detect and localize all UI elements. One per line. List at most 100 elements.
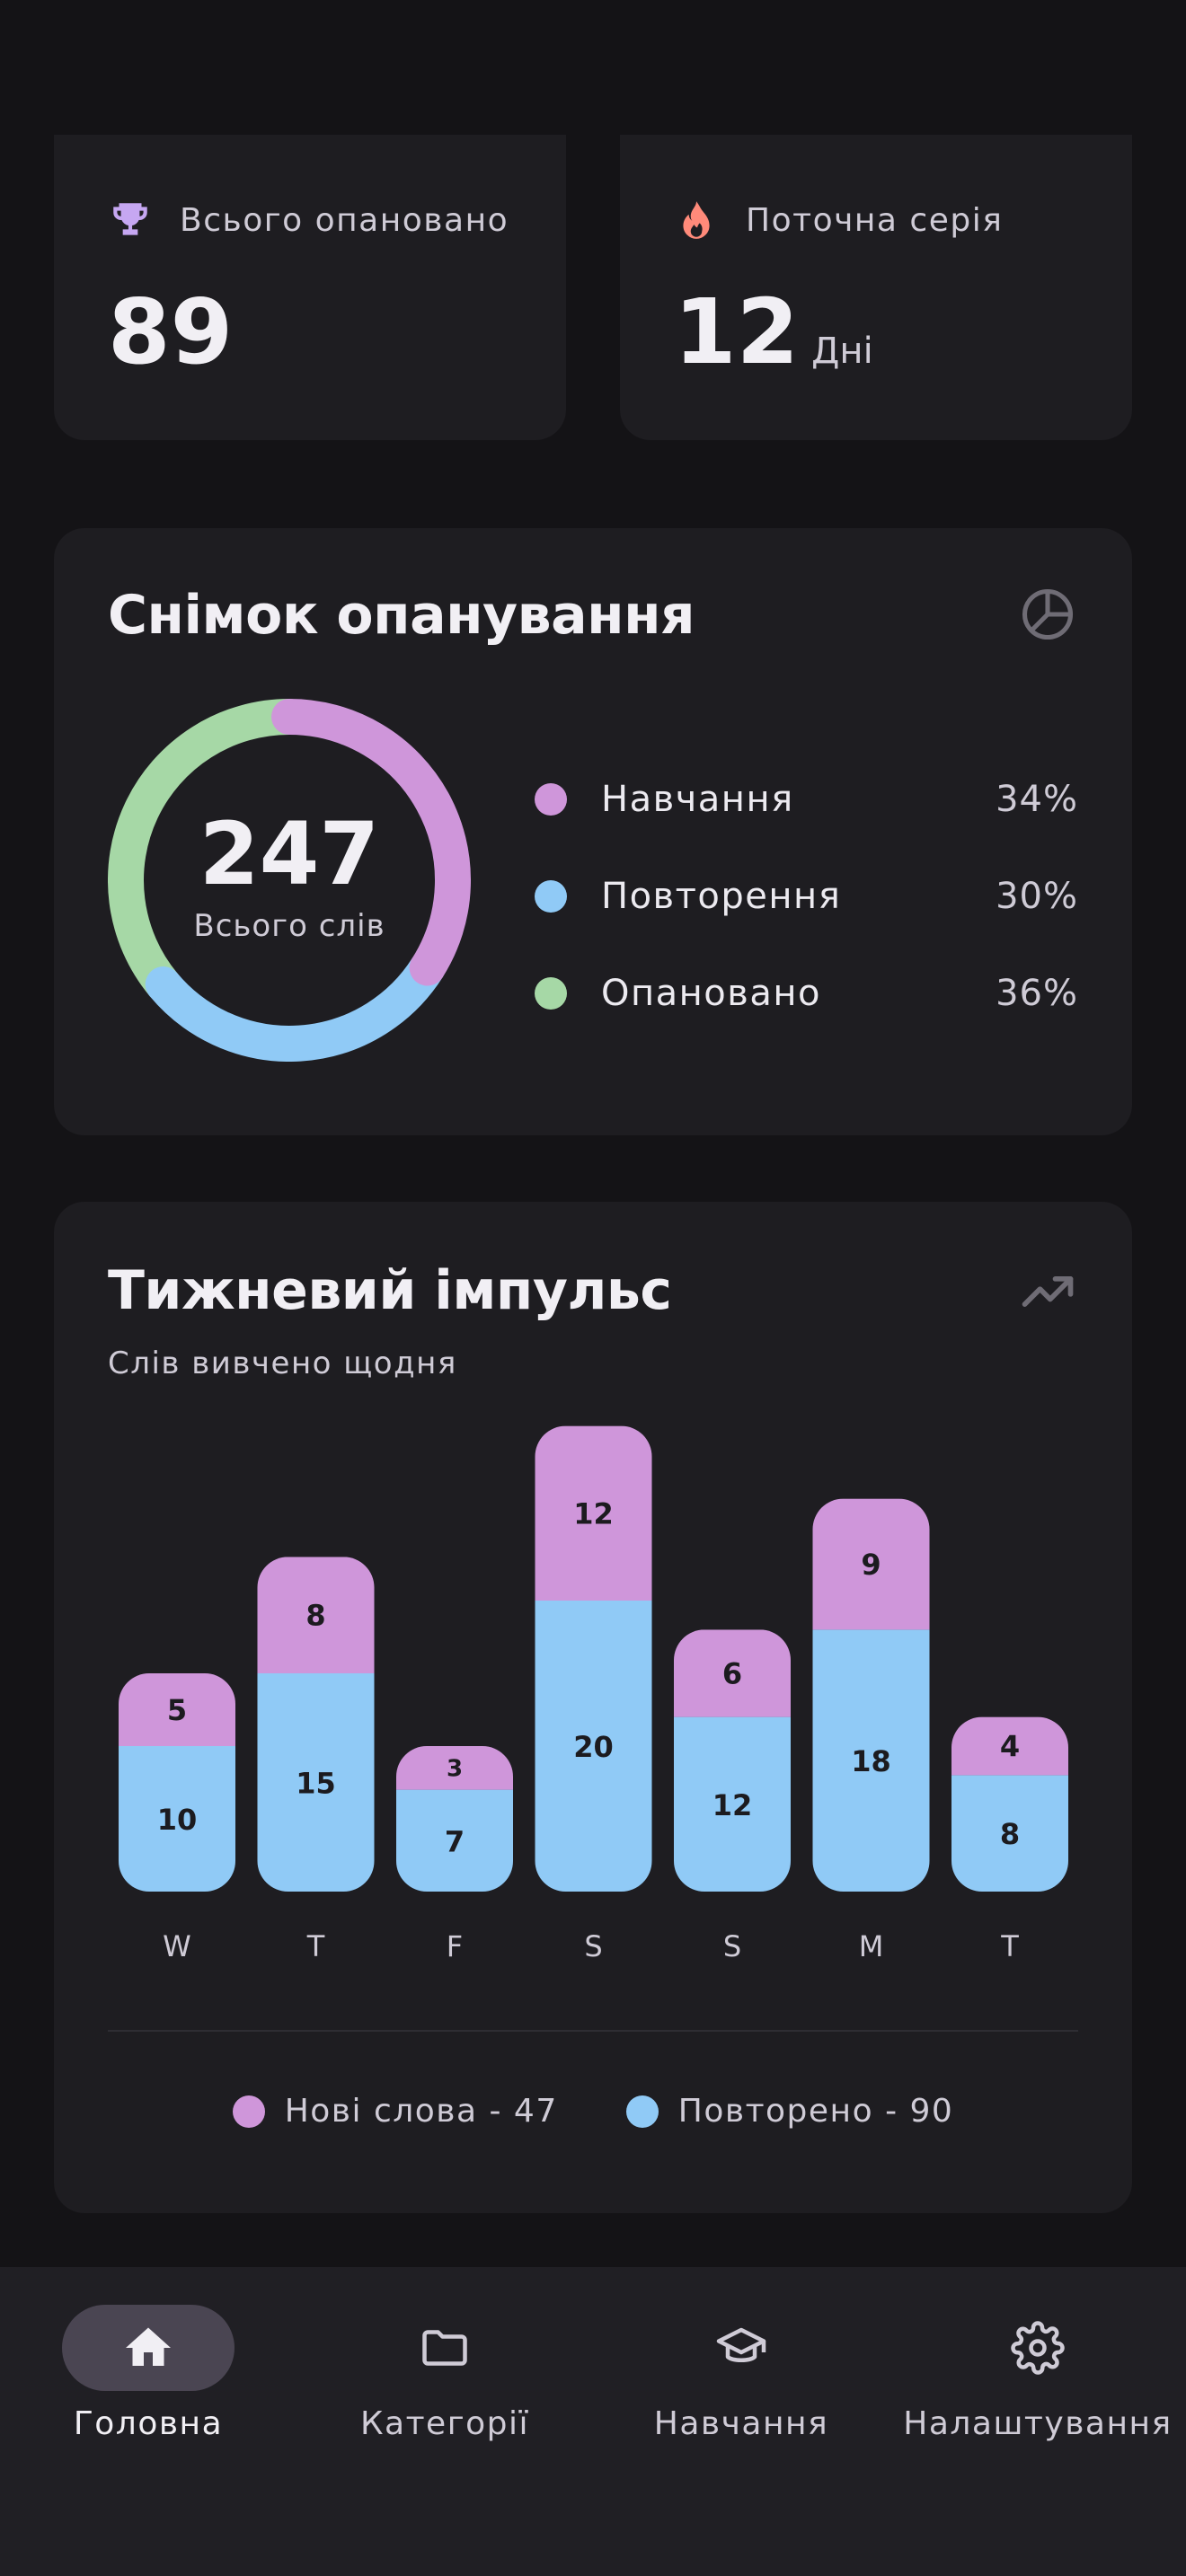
bar-label-new-words-6: 4 xyxy=(1000,1730,1020,1764)
bar-new-words-2 xyxy=(396,1746,513,1790)
legend-pct-learning: 34% xyxy=(996,779,1078,820)
nav-home-indicator[interactable] xyxy=(62,2305,235,2391)
nav-learning-indicator[interactable] xyxy=(655,2305,828,2391)
bar-stack-2: 37 xyxy=(396,1746,513,1892)
x-tick-label-0: W xyxy=(163,1929,191,1963)
bar-label-reviewed-0: 10 xyxy=(157,1803,198,1837)
legend-label-new-words: Нові слова - 47 xyxy=(284,2093,558,2130)
x-tick-label-6: T xyxy=(1000,1929,1019,1963)
mastery-title: Снімок опанування xyxy=(108,584,695,647)
x-tick-label-5: M xyxy=(859,1929,884,1963)
bar-label-new-words-3: 12 xyxy=(573,1496,614,1531)
weekly-momentum-card: 5 10 W 8 15 T 3 7 F 12 20 S 6 12 S 9 18 M 4 8 T Тижневий імп… xyxy=(54,1202,1132,2213)
bar-reviewed-5 xyxy=(812,1629,930,1892)
total-mastered-value: 89 xyxy=(108,279,234,384)
bar-reviewed-6 xyxy=(951,1775,1068,1892)
donut-segment-1 xyxy=(145,949,446,1062)
bar-new-words-4 xyxy=(674,1629,791,1717)
current-streak-card[interactable]: Поточна серія 12 Дні xyxy=(620,135,1132,440)
bar-reviewed-2 xyxy=(396,1789,513,1892)
x-tick-label-3: S xyxy=(584,1929,602,1963)
mastery-donut-chart xyxy=(108,699,471,1062)
bar-new-words-0 xyxy=(119,1673,235,1746)
donut-segment-2 xyxy=(108,699,307,1003)
legend-item-learning: Навчання 34% xyxy=(535,751,1078,848)
weekly-legend: Нові слова - 47 Повторено - 90 xyxy=(54,2093,1132,2130)
nav-item-settings[interactable]: Налаштування xyxy=(890,2305,1186,2442)
legend-dot-new-words xyxy=(232,2095,265,2128)
bar-label-reviewed-6: 8 xyxy=(1000,1817,1020,1851)
current-streak-header: Поточна серія xyxy=(674,198,1003,243)
current-streak-label: Поточна серія xyxy=(746,201,1004,239)
trending-up-icon[interactable] xyxy=(1017,1261,1078,1322)
bar-label-reviewed-5: 18 xyxy=(851,1744,891,1778)
bottom-navigation: Головна Категорії Навчання xyxy=(0,2267,1186,2576)
nav-categories-indicator[interactable] xyxy=(358,2305,531,2391)
legend-dot-mastered xyxy=(535,977,567,1010)
weekly-title: Тижневий імпульс xyxy=(108,1259,672,1322)
nav-item-learning[interactable]: Навчання xyxy=(593,2305,890,2442)
legend-dot-learning xyxy=(535,783,567,816)
bar-reviewed-4 xyxy=(674,1716,791,1892)
legend-dot-review xyxy=(535,880,567,913)
bar-label-new-words-0: 5 xyxy=(167,1693,187,1727)
bar-label-reviewed-1: 15 xyxy=(296,1767,336,1801)
bar-stack-3: 12 20 xyxy=(535,1425,652,1892)
nav-label-settings[interactable]: Налаштування xyxy=(903,2405,1173,2442)
trophy-icon xyxy=(113,203,147,235)
donut-center: 247 Всього слів xyxy=(108,699,471,1062)
bar-new-words-6 xyxy=(951,1716,1068,1776)
nav-item-categories[interactable]: Категорії xyxy=(296,2305,593,2442)
legend-item-reviewed: Повторено - 90 xyxy=(625,2093,954,2130)
bar-stack-1: 8 15 xyxy=(257,1557,375,1892)
graduation-cap-icon xyxy=(716,2327,766,2362)
bar-new-words-1 xyxy=(257,1557,375,1673)
donut-total-label: Всього слів xyxy=(193,908,385,944)
legend-pct-mastered: 36% xyxy=(996,973,1078,1014)
donut-segment-0 xyxy=(271,699,471,986)
bar-label-reviewed-2: 7 xyxy=(445,1824,465,1858)
total-mastered-header: Всього опановано xyxy=(108,198,509,243)
nav-label-learning[interactable]: Навчання xyxy=(653,2405,829,2442)
x-tick-label-2: F xyxy=(447,1929,463,1963)
bar-label-new-words-4: 6 xyxy=(722,1657,742,1691)
legend-pct-review: 30% xyxy=(996,876,1078,917)
bar-stack-4: 6 12 xyxy=(674,1629,791,1892)
folder-icon xyxy=(422,2330,467,2366)
mastery-legend: Навчання 34% Повторення 30% Опановано 36… xyxy=(535,751,1078,1042)
legend-item-review: Повторення 30% xyxy=(535,848,1078,945)
total-mastered-card[interactable]: Всього опановано 89 xyxy=(54,135,566,440)
nav-label-categories[interactable]: Категорії xyxy=(359,2405,530,2442)
bar-label-new-words-1: 8 xyxy=(305,1599,325,1633)
bar-stack-0: 5 10 xyxy=(119,1673,235,1892)
pie-chart-icon[interactable] xyxy=(1017,584,1078,645)
bar-label-reviewed-4: 12 xyxy=(712,1788,753,1822)
legend-label-learning: Навчання xyxy=(601,779,794,820)
bar-new-words-5 xyxy=(812,1498,930,1630)
legend-dot-reviewed xyxy=(625,2095,659,2128)
bar-reviewed-3 xyxy=(535,1601,652,1892)
x-tick-label-1: T xyxy=(306,1929,325,1963)
legend-item-mastered: Опановано 36% xyxy=(535,945,1078,1042)
nav-item-home[interactable]: Головна xyxy=(0,2305,296,2442)
bar-stack-6: 48 xyxy=(951,1716,1068,1892)
bar-label-new-words-2: 3 xyxy=(447,1756,463,1783)
chart-divider xyxy=(108,2030,1078,2032)
current-streak-value: 12 xyxy=(674,279,800,384)
legend-label-review: Повторення xyxy=(601,876,842,917)
bar-stack-5: 9 18 xyxy=(812,1498,930,1892)
home-icon xyxy=(126,2327,171,2366)
nav-label-home[interactable]: Головна xyxy=(73,2405,224,2442)
bar-reviewed-0 xyxy=(119,1746,235,1892)
bar-label-new-words-5: 9 xyxy=(861,1548,881,1582)
gear-icon xyxy=(1011,2321,1065,2375)
current-streak-value-row: 12 Дні xyxy=(674,287,873,377)
bar-reviewed-1 xyxy=(257,1673,375,1892)
legend-label-reviewed: Повторено - 90 xyxy=(677,2093,954,2130)
legend-label-mastered: Опановано xyxy=(601,973,821,1014)
weekly-subtitle: Слів вивчено щодня xyxy=(108,1345,457,1381)
flame-icon xyxy=(683,201,710,239)
nav-settings-indicator[interactable] xyxy=(951,2305,1124,2391)
